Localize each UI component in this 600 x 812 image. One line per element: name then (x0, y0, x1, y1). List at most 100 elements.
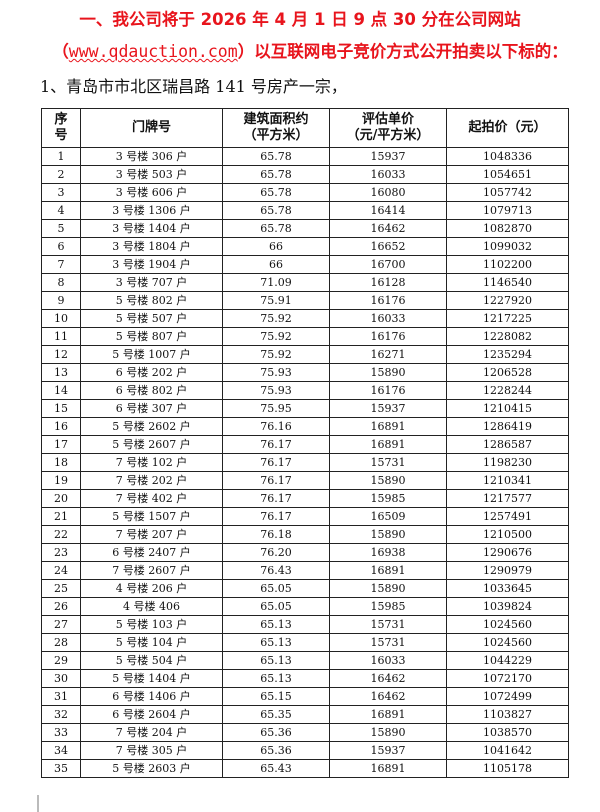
notice-line-2: （www.qdauction.com）以互联网电子竞价方式公开拍卖以下标的： (10, 38, 600, 62)
cell-unit-price: 16891 (329, 705, 447, 724)
header-col-unit-price: 评估单价 （元/平方米） (329, 108, 447, 148)
header-col-start-price: 起拍价（元） (446, 108, 569, 148)
cell-area: 71.09 (222, 273, 330, 292)
cell-index: 28 (41, 633, 81, 652)
cell-unit-price: 15937 (329, 399, 447, 418)
cell-unit-price: 15731 (329, 615, 447, 634)
header-text: 评估单价 (361, 112, 414, 127)
cell-start-price: 1217577 (446, 489, 569, 508)
cell-index: 9 (41, 291, 81, 310)
cell-index: 24 (41, 561, 81, 580)
cell-address: 3 号楼 503 户 (80, 165, 223, 184)
cell-index: 29 (41, 651, 81, 670)
cell-area: 65.36 (222, 723, 330, 742)
cell-start-price: 1210341 (446, 471, 569, 490)
cell-unit-price: 16462 (329, 687, 447, 706)
table-row: 16 5 号楼 2602 户 76.16 16891 1286419 (41, 417, 569, 436)
table-row: 24 7 号楼 2607 户 76.43 16891 1290979 (41, 561, 569, 580)
notice-line-1: 一、我公司将于 2026 年 4 月 1 日 9 点 30 分在公司网站 (79, 10, 521, 29)
cell-address: 5 号楼 2602 户 (80, 417, 223, 436)
cell-address: 6 号楼 202 户 (80, 363, 223, 382)
cell-address: 7 号楼 202 户 (80, 471, 223, 490)
cell-index: 21 (41, 507, 81, 526)
cell-index: 17 (41, 435, 81, 454)
cell-start-price: 1054651 (446, 165, 569, 184)
cell-index: 1 (41, 147, 81, 166)
cell-address: 3 号楼 1804 户 (80, 237, 223, 256)
cell-index: 4 (41, 201, 81, 220)
cell-address: 7 号楼 305 户 (80, 741, 223, 760)
table-row: 13 6 号楼 202 户 75.93 15890 1206528 (41, 363, 569, 382)
cell-area: 65.78 (222, 147, 330, 166)
table-row: 29 5 号楼 504 户 65.13 16033 1044229 (41, 651, 569, 670)
cell-area: 76.17 (222, 489, 330, 508)
cell-unit-price: 15890 (329, 723, 447, 742)
cell-unit-price: 16176 (329, 291, 447, 310)
cell-address: 5 号楼 802 户 (80, 291, 223, 310)
cell-address: 6 号楼 307 户 (80, 399, 223, 418)
table-row: 25 4 号楼 206 户 65.05 15890 1033645 (41, 579, 569, 598)
table-row: 18 7 号楼 102 户 76.17 15731 1198230 (41, 453, 569, 472)
website-link[interactable]: www.qdauction.com (68, 42, 238, 61)
cell-address: 4 号楼 406 (80, 597, 223, 616)
page-corner-mark (37, 795, 39, 812)
cell-index: 18 (41, 453, 81, 472)
cell-address: 5 号楼 504 户 (80, 651, 223, 670)
cell-index: 25 (41, 579, 81, 598)
cell-start-price: 1024560 (446, 615, 569, 634)
cell-area: 65.43 (222, 759, 330, 778)
cell-area: 76.17 (222, 471, 330, 490)
cell-start-price: 1235294 (446, 345, 569, 364)
cell-address: 5 号楼 103 户 (80, 615, 223, 634)
cell-address: 3 号楼 707 户 (80, 273, 223, 292)
cell-unit-price: 16652 (329, 237, 447, 256)
table-row: 27 5 号楼 103 户 65.13 15731 1024560 (41, 615, 569, 634)
cell-unit-price: 16700 (329, 255, 447, 274)
cell-start-price: 1228244 (446, 381, 569, 400)
cell-area: 76.20 (222, 543, 330, 562)
cell-start-price: 1082870 (446, 219, 569, 238)
table-header-row: 序号门牌号 建筑面积约 （平方米） 评估单价 （元/平方米） 起拍价（元） (41, 108, 569, 148)
cell-area: 65.78 (222, 219, 330, 238)
cell-start-price: 1290979 (446, 561, 569, 580)
cell-index: 19 (41, 471, 81, 490)
cell-index: 26 (41, 597, 81, 616)
cell-area: 65.13 (222, 615, 330, 634)
subject-heading: 1、青岛市市北区瑞昌路 141 号房产一宗， (40, 77, 347, 96)
cell-area: 76.17 (222, 435, 330, 454)
cell-start-price: 1228082 (446, 327, 569, 346)
table-row: 33 7 号楼 204 户 65.36 15890 1038570 (41, 723, 569, 742)
cell-start-price: 1227920 (446, 291, 569, 310)
cell-unit-price: 16891 (329, 561, 447, 580)
cell-start-price: 1210415 (446, 399, 569, 418)
table-row: 17 5 号楼 2607 户 76.17 16891 1286587 (41, 435, 569, 454)
cell-start-price: 1206528 (446, 363, 569, 382)
cell-address: 5 号楼 1007 户 (80, 345, 223, 364)
header-text: （平方米） (243, 128, 309, 143)
table-row: 35 5 号楼 2603 户 65.43 16891 1105178 (41, 759, 569, 778)
cell-start-price: 1024560 (446, 633, 569, 652)
cell-unit-price: 16891 (329, 759, 447, 778)
header-text: （元/平方米） (346, 128, 430, 143)
table-row: 19 7 号楼 202 户 76.17 15890 1210341 (41, 471, 569, 490)
cell-index: 15 (41, 399, 81, 418)
cell-start-price: 1257491 (446, 507, 569, 526)
cell-area: 66 (222, 255, 330, 274)
header-col-index: 序号 (41, 108, 81, 148)
cell-unit-price: 16891 (329, 435, 447, 454)
cell-index: 2 (41, 165, 81, 184)
cell-area: 65.05 (222, 597, 330, 616)
cell-area: 75.92 (222, 309, 330, 328)
cell-index: 20 (41, 489, 81, 508)
cell-address: 3 号楼 306 户 (80, 147, 223, 166)
cell-area: 65.13 (222, 651, 330, 670)
cell-unit-price: 16462 (329, 219, 447, 238)
cell-start-price: 1072499 (446, 687, 569, 706)
cell-start-price: 1210500 (446, 525, 569, 544)
cell-start-price: 1048336 (446, 147, 569, 166)
